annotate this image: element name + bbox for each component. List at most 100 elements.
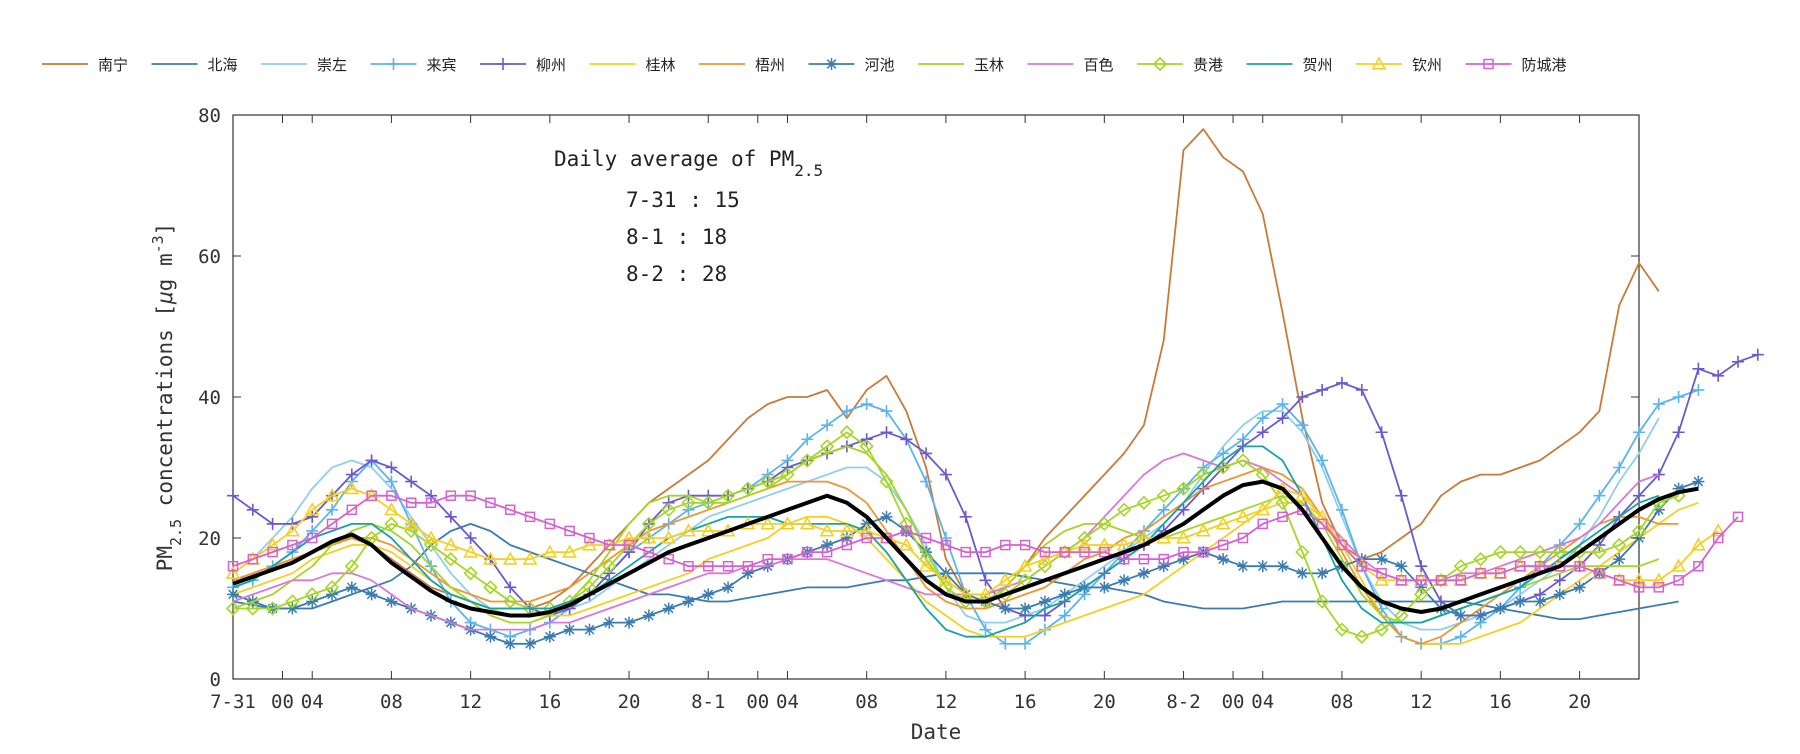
data-point-marker — [1297, 504, 1308, 516]
data-point-marker — [939, 532, 952, 544]
y-tick-label: 60 — [198, 246, 221, 268]
legend-label: 柳州 — [536, 56, 566, 74]
data-point-marker — [978, 586, 993, 600]
data-point-marker — [365, 588, 378, 601]
data-point-marker — [405, 497, 417, 508]
legend-marker — [825, 58, 838, 70]
data-point-marker — [502, 551, 518, 565]
legend-label: 贵港 — [1193, 56, 1223, 74]
data-point-marker — [1276, 412, 1289, 425]
data-point-marker — [1712, 532, 1724, 544]
data-point-marker — [1019, 602, 1032, 615]
data-point-marker — [1096, 537, 1112, 551]
y-axis-label: PM2.5 concentrations [μg m-3] — [149, 223, 185, 572]
legend-marker — [1371, 56, 1387, 70]
data-point-marker — [999, 637, 1012, 650]
data-point-marker — [346, 504, 358, 516]
data-point-marker — [1079, 546, 1090, 558]
data-point-marker — [901, 525, 912, 537]
data-point-marker — [1594, 568, 1605, 579]
data-point-marker — [782, 553, 793, 565]
data-point-marker — [1710, 523, 1726, 537]
data-point-marker — [959, 510, 972, 523]
data-point-marker — [1553, 588, 1566, 601]
data-point-marker — [1514, 560, 1526, 572]
data-point-marker — [920, 475, 933, 488]
data-point-marker — [920, 447, 933, 460]
annotation-title-main: Daily average of PM — [554, 147, 794, 171]
data-point-marker — [504, 581, 517, 594]
x-tick-label: 16 — [1489, 691, 1512, 713]
data-point-marker — [859, 523, 875, 537]
daily-average-annotation: Daily average of PM2.5 7-31 : 15 8-1 : 1… — [554, 147, 823, 286]
data-point-marker — [1414, 587, 1429, 602]
legend-item: 钦州 — [1356, 56, 1442, 74]
data-point-marker — [1178, 546, 1189, 558]
data-point-marker — [1077, 530, 1092, 546]
data-point-marker — [465, 490, 476, 501]
data-point-marker — [1672, 426, 1685, 439]
legend-label: 北海 — [208, 56, 238, 74]
data-point-marker — [584, 532, 595, 544]
data-point-marker — [742, 560, 754, 572]
data-point-marker — [821, 539, 834, 552]
data-point-marker — [326, 518, 338, 530]
data-point-marker — [821, 419, 834, 432]
x-tick-label: 00 — [271, 691, 294, 713]
data-point-marker — [1158, 553, 1169, 565]
data-point-marker — [1276, 398, 1289, 411]
data-point-marker — [1235, 453, 1251, 468]
data-point-marker — [740, 481, 756, 496]
data-point-marker — [683, 560, 694, 572]
data-point-marker — [1593, 489, 1606, 502]
data-point-marker — [979, 574, 992, 587]
data-point-marker — [384, 502, 399, 516]
data-point-marker — [1534, 560, 1546, 572]
data-point-marker — [225, 601, 241, 616]
data-point-marker — [265, 601, 280, 616]
data-point-marker — [859, 439, 874, 454]
data-point-marker — [1612, 537, 1627, 553]
data-point-marker — [1257, 518, 1268, 530]
data-point-marker — [1097, 516, 1112, 532]
data-point-marker — [443, 537, 459, 551]
data-point-marker — [1277, 511, 1288, 523]
annotation-line-3: 8-2 : 28 — [626, 262, 727, 286]
legend-label: 梧州 — [755, 56, 785, 74]
data-point-marker — [1415, 575, 1427, 586]
x-tick-label: 08 — [380, 691, 403, 713]
data-point-marker — [1316, 383, 1329, 396]
data-point-marker — [940, 539, 952, 551]
data-point-marker — [1334, 622, 1350, 637]
legend-label: 百色 — [1084, 56, 1114, 74]
data-point-marker — [1217, 553, 1230, 566]
data-point-marker — [1255, 502, 1271, 516]
legend-label: 来宾 — [427, 56, 457, 74]
data-point-marker — [703, 560, 714, 572]
data-point-marker — [1691, 537, 1706, 551]
data-point-marker — [621, 530, 637, 544]
y-tick-label: 40 — [198, 387, 221, 409]
data-point-marker — [1038, 595, 1051, 608]
data-point-marker — [800, 453, 815, 468]
data-point-marker — [385, 461, 398, 474]
data-point-marker — [1693, 560, 1704, 572]
data-point-marker — [799, 516, 815, 530]
series-line — [232, 479, 1699, 618]
data-point-marker — [1335, 376, 1348, 389]
data-point-marker — [681, 523, 696, 537]
data-point-marker — [860, 398, 873, 411]
data-point-marker — [1631, 572, 1647, 586]
data-point-marker — [1237, 532, 1249, 544]
x-tick-label: 20 — [1093, 691, 1116, 713]
data-point-marker — [305, 587, 320, 602]
data-point-marker — [1296, 419, 1309, 432]
data-point-marker — [1296, 391, 1309, 403]
data-point-marker — [1651, 572, 1667, 586]
data-point-marker — [702, 588, 715, 601]
data-point-marker — [1038, 609, 1051, 622]
data-point-marker — [1395, 489, 1408, 502]
data-point-marker — [1394, 608, 1409, 623]
data-point-marker — [1375, 553, 1388, 566]
data-point-marker — [700, 523, 716, 537]
